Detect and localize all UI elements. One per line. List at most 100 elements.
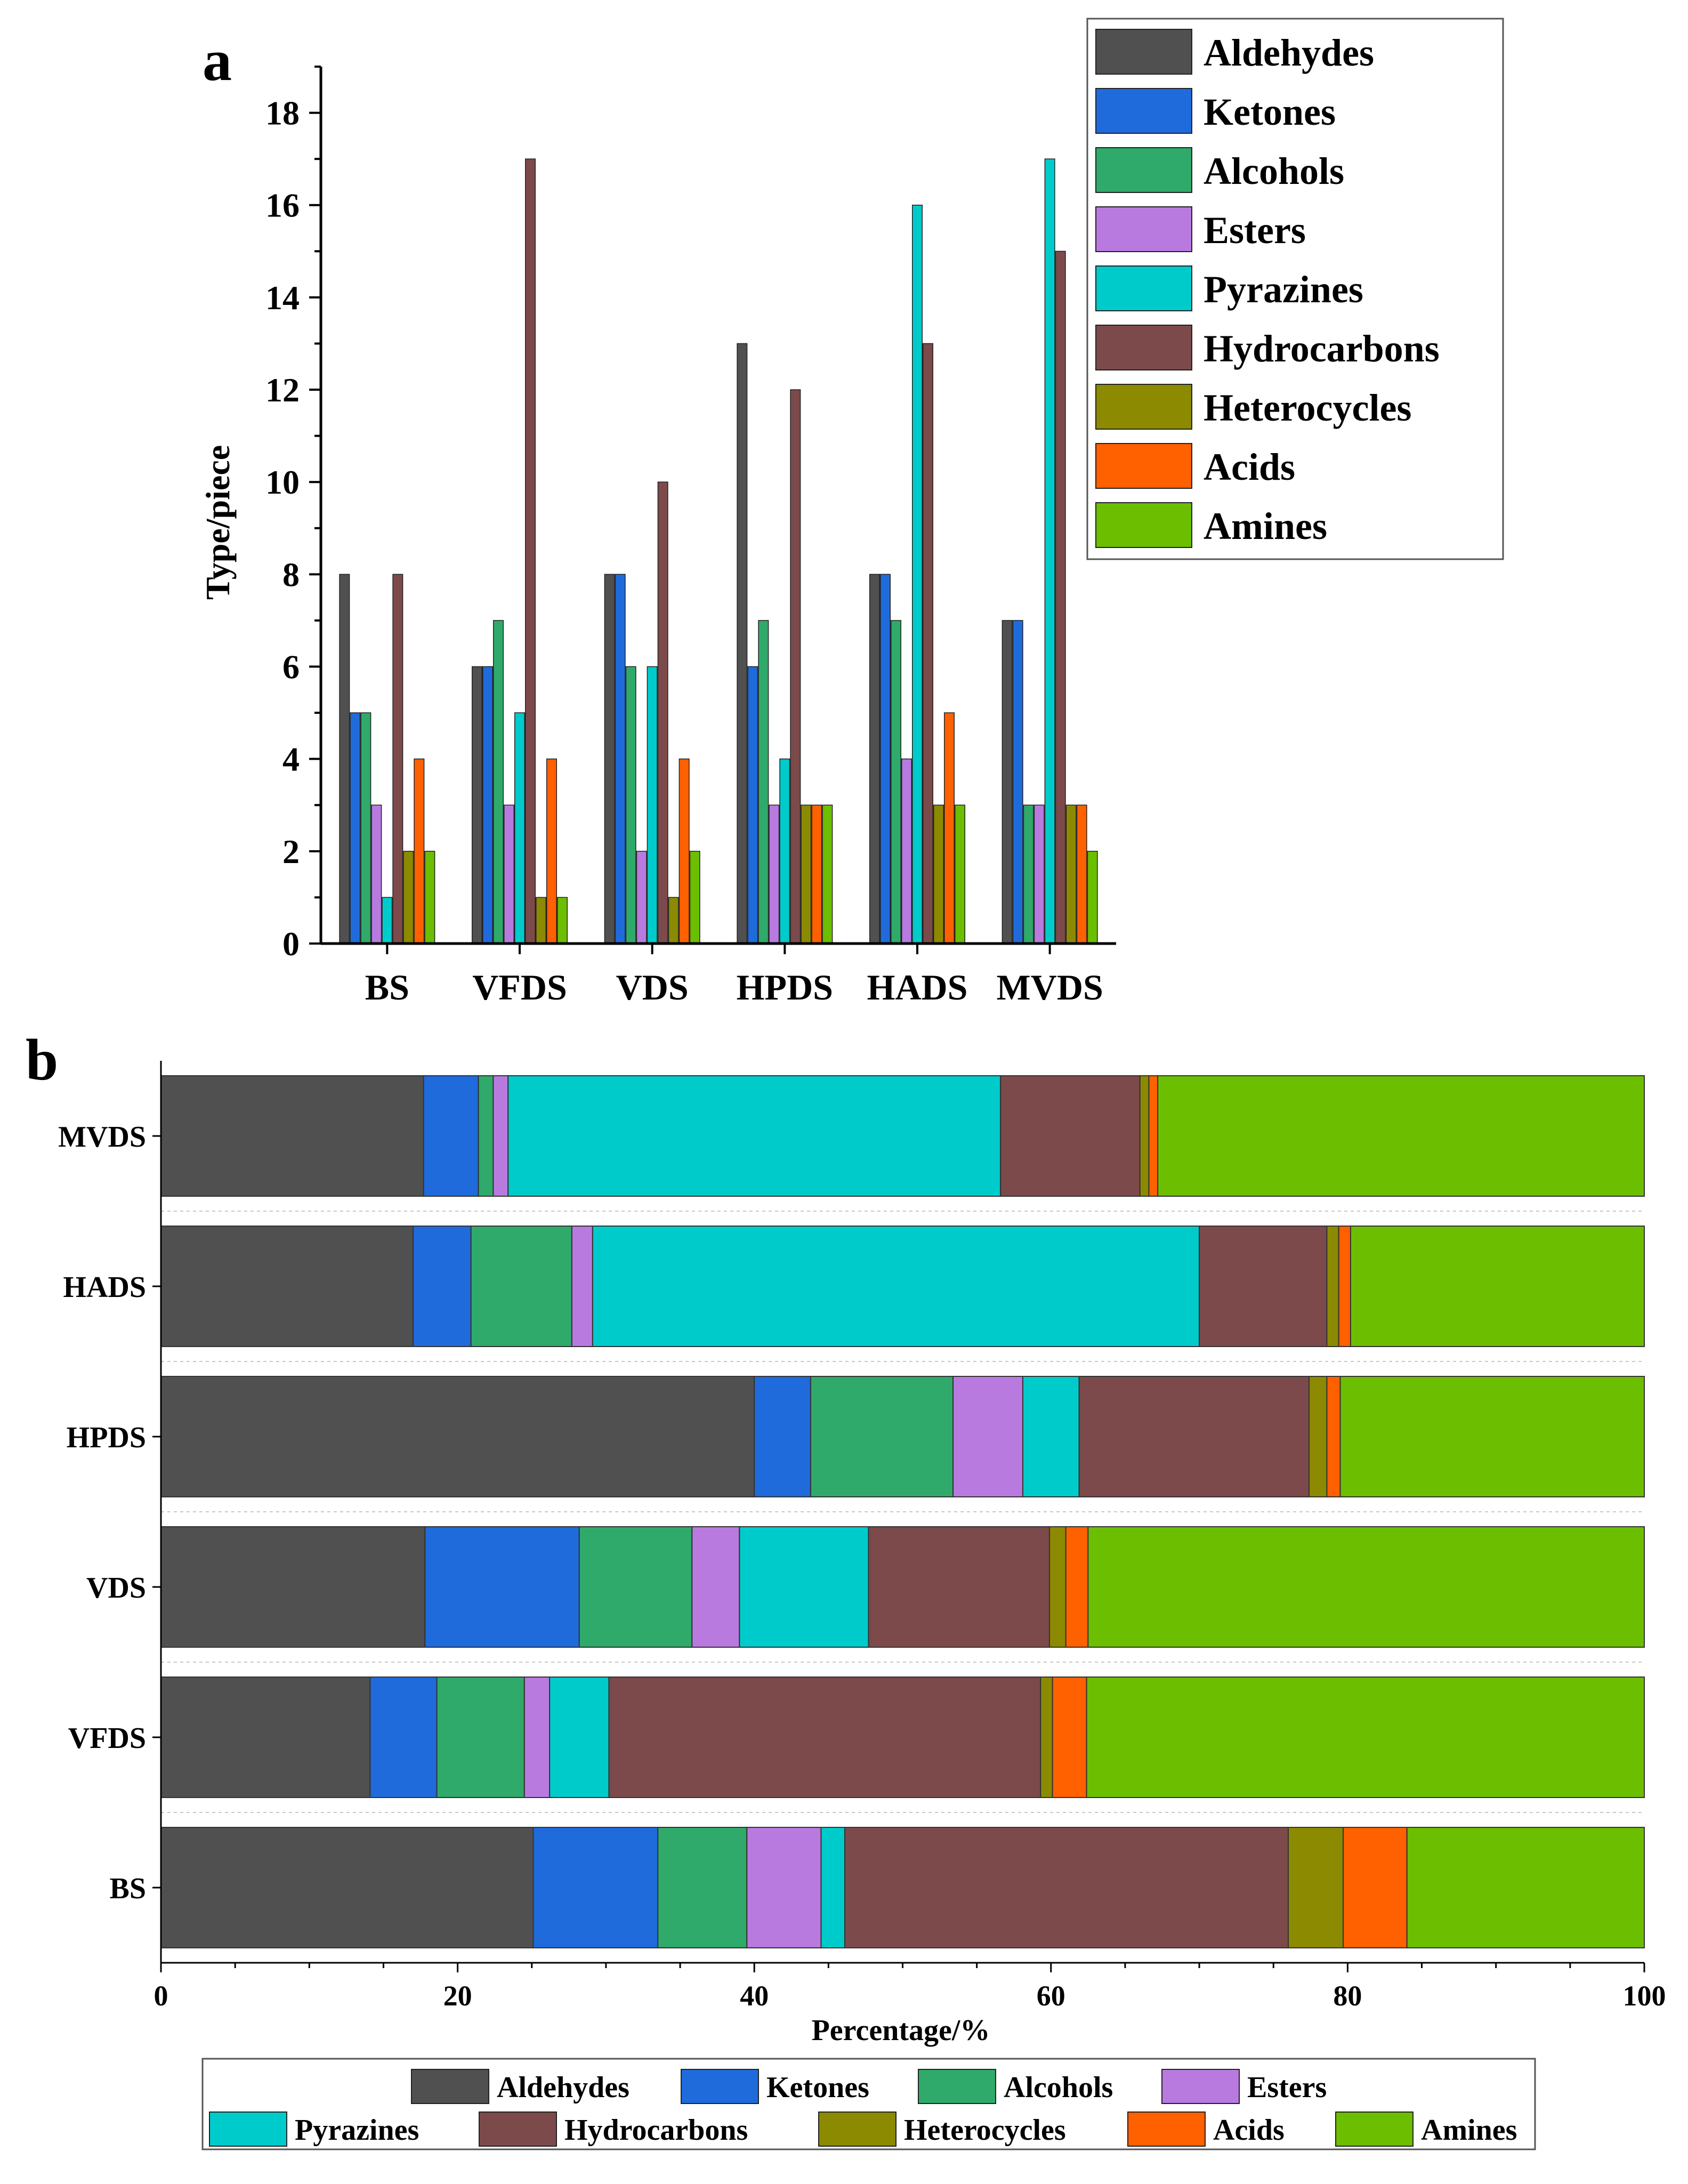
panel-a-x-tick-label-hads: HADS — [867, 967, 968, 1008]
panel-a-bar-amines-hads — [955, 804, 965, 944]
panel-a-bar-heterocycles-vds — [668, 897, 679, 944]
panel-b-segment-acids-hpds — [1326, 1376, 1341, 1497]
panel-a-legend-label-aldehydes: Aldehydes — [1204, 31, 1374, 74]
panel-a-legend-swatch-alcohols — [1095, 147, 1192, 193]
panel-b-segment-esters-vfds — [523, 1677, 551, 1798]
panel-a-legend-swatch-hydrocarbons — [1095, 325, 1192, 370]
panel-a-bar-pyrazines-bs — [382, 897, 393, 944]
panel-a-bar-esters-bs — [371, 804, 382, 944]
panel-b-x-axis-label: Percentage/% — [812, 2014, 990, 2047]
panel-b-y-tick-label-vds: VDS — [86, 1571, 146, 1605]
panel-a-bar-amines-bs — [424, 851, 435, 944]
panel-b-segment-acids-bs — [1343, 1827, 1408, 1948]
panel-b-segment-acids-hads — [1338, 1226, 1351, 1347]
panel-b-segment-amines-bs — [1406, 1827, 1645, 1948]
panel-a-legend-swatch-aldehydes — [1095, 29, 1192, 75]
panel-b-segment-esters-mvds — [492, 1075, 509, 1197]
panel-a-x-tick-label-mvds: MVDS — [997, 967, 1103, 1008]
panel-a-bar-aldehydes-hads — [869, 574, 880, 944]
panel-a-legend-swatch-acids — [1095, 443, 1192, 489]
panel-a-x-tick-label-hpds: HPDS — [737, 967, 833, 1008]
panel-b-legend-swatch-esters — [1161, 2069, 1240, 2104]
panel-b-segment-heterocycles-vfds — [1040, 1677, 1053, 1798]
panel-b-segment-hydrocarbons-hads — [1199, 1226, 1328, 1347]
panel-a-bar-pyrazines-hpds — [779, 758, 790, 944]
panel-a-y-axis-label: Type/piece — [199, 445, 237, 600]
panel-b-segment-hydrocarbons-vds — [868, 1526, 1051, 1648]
panel-b-stacked-bar-chart: MVDS HADS HPDS VDS VFDS BS 0 20 40 60 80 100 Perce… — [58, 1061, 1666, 2150]
panel-a-bar-pyrazines-vfds — [514, 712, 525, 944]
panel-b-y-tick-label-vfds: VFDS — [68, 1722, 146, 1755]
panel-a-bar-acids-hpds — [811, 804, 822, 944]
panel-b-segment-amines-hads — [1350, 1226, 1645, 1347]
panel-b-segment-aldehydes-bs — [160, 1827, 534, 1948]
panel-a-bar-hydrocarbons-vds — [657, 481, 668, 944]
panel-a-x-ticks: BS VFDS VDS HPDS HADS MVDS — [365, 944, 1103, 1008]
panel-a-bar-hydrocarbons-hads — [923, 343, 933, 944]
panel-a-bar-amines-hpds — [822, 804, 833, 944]
panel-a-bar-acids-mvds — [1076, 804, 1087, 944]
panel-a-legend-swatch-ketones — [1095, 88, 1192, 134]
panel-a-x-tick-label-vds: VDS — [616, 967, 689, 1008]
panel-a-legend-label-amines: Amines — [1204, 505, 1327, 547]
panel-b-y-tick-label-hads: HADS — [63, 1271, 146, 1304]
panel-b-segment-ketones-hads — [413, 1226, 472, 1347]
panel-b-y-ticks: MVDS HADS HPDS VDS VFDS BS — [58, 1121, 161, 1905]
panel-a-y-tick-label: 10 — [265, 463, 300, 501]
panel-b-x-tick-label: 20 — [443, 1980, 472, 2012]
panel-a-bar-ketones-mvds — [1012, 620, 1023, 944]
panel-a-bar-hydrocarbons-vfds — [525, 158, 536, 944]
panel-a-bar-esters-hpds — [769, 804, 780, 944]
panel-b-segment-aldehydes-hpds — [160, 1376, 755, 1497]
panel-b-segment-heterocycles-vds — [1049, 1526, 1067, 1648]
panel-a-y-tick-label: 8 — [282, 555, 300, 593]
panel-b-label: b — [26, 1027, 58, 1092]
panel-b-legend-swatch-heterocycles — [818, 2112, 897, 2147]
panel-a-bar-ketones-hads — [880, 574, 891, 944]
panel-b-segment-pyrazines-hpds — [1022, 1376, 1080, 1497]
panel-b-segment-amines-vds — [1087, 1526, 1645, 1648]
panel-a-legend-label-ketones: Ketones — [1204, 91, 1336, 133]
panel-a-bar-alcohols-vfds — [493, 620, 504, 944]
panel-a-bar-esters-mvds — [1033, 804, 1045, 944]
panel-b-legend-label-acids: Acids — [1213, 2114, 1285, 2147]
panel-a-bar-aldehydes-vfds — [472, 666, 482, 944]
panel-b-legend-swatch-alcohols — [918, 2069, 996, 2104]
panel-b-segment-aldehydes-vfds — [160, 1677, 371, 1798]
panel-a-bar-amines-vds — [689, 851, 700, 944]
panel-b-segment-hydrocarbons-hpds — [1078, 1376, 1310, 1497]
panel-b-segment-hydrocarbons-bs — [844, 1827, 1289, 1948]
panel-b-segment-esters-hads — [571, 1226, 593, 1347]
panel-b-x-ticks: 0 20 40 60 80 100 — [154, 1963, 1666, 2012]
panel-a-bar-esters-vds — [636, 851, 647, 944]
panel-a-bar-acids-vfds — [546, 758, 557, 944]
panel-a-bar-alcohols-mvds — [1023, 804, 1034, 944]
panel-b-x-tick-label: 40 — [740, 1980, 769, 2012]
panel-b-segment-heterocycles-hads — [1326, 1226, 1339, 1347]
panel-a-legend-swatch-heterocycles — [1095, 384, 1192, 430]
panel-b-legend-swatch-ketones — [681, 2069, 759, 2104]
panel-b-y-tick-label-hpds: HPDS — [67, 1421, 146, 1454]
panel-b-segment-amines-hpds — [1339, 1376, 1645, 1497]
panel-b-legend-swatch-aldehydes — [411, 2069, 489, 2104]
panel-b-segment-alcohols-hads — [470, 1226, 572, 1347]
panel-a-bar-pyrazines-mvds — [1044, 158, 1055, 944]
panel-a-bar-heterocycles-vfds — [536, 897, 546, 944]
panel-a-legend-label-alcohols: Alcohols — [1204, 150, 1344, 192]
panel-b-segment-pyrazines-vfds — [549, 1677, 610, 1798]
panel-b-segment-acids-vfds — [1052, 1677, 1087, 1798]
panel-a-bar-aldehydes-mvds — [1002, 620, 1013, 944]
panel-b-segment-pyrazines-hads — [592, 1226, 1200, 1347]
panel-b-segment-esters-vds — [691, 1526, 740, 1648]
panel-b-segment-alcohols-mvds — [478, 1075, 494, 1197]
panel-b-segment-heterocycles-hpds — [1309, 1376, 1328, 1497]
panel-a-bar-pyrazines-vds — [647, 666, 658, 944]
panel-a-bar-aldehydes-vds — [604, 574, 615, 944]
panel-a-bar-acids-vds — [679, 758, 690, 944]
panel-b-legend-label-hydrocarbons: Hydrocarbons — [564, 2114, 748, 2147]
panel-a-bar-ketones-hpds — [747, 666, 758, 944]
panel-b-x-tick-label: 0 — [154, 1980, 168, 2012]
panel-b-segment-esters-hpds — [952, 1376, 1023, 1497]
panel-a-legend-swatch-esters — [1095, 206, 1192, 252]
panel-b-segment-alcohols-vfds — [436, 1677, 525, 1798]
